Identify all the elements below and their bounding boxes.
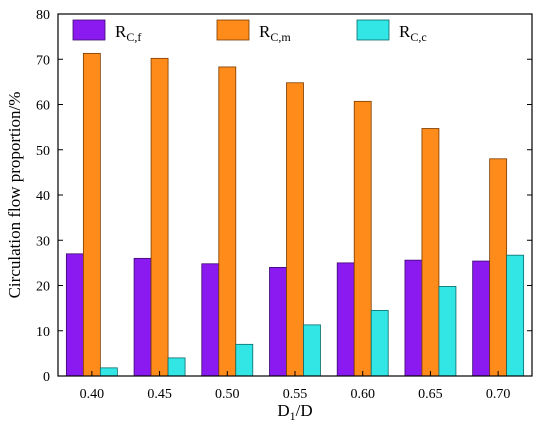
legend-label: RC,c <box>399 22 427 44</box>
x-tick-label: 0.70 <box>486 387 511 402</box>
legend-label-subscript: C,m <box>270 30 291 44</box>
x-tick-label: 0.40 <box>80 387 105 402</box>
x-axis-label-main: D <box>277 401 289 420</box>
x-tick-label: 0.50 <box>215 387 240 402</box>
bar-Cc-0.50 <box>235 343 254 377</box>
y-tick-label: 60 <box>36 99 50 114</box>
bar-Cm-0.55 <box>286 82 304 377</box>
x-axis-label: D1/D <box>277 401 312 423</box>
y-axis-label: Circulation flow proportion/% <box>5 92 24 299</box>
legend-label: RC,f <box>115 22 141 44</box>
bars-layer <box>65 52 525 377</box>
bar-Cm-0.70 <box>489 158 508 377</box>
x-axis-label-subscript: 1 <box>290 409 296 423</box>
y-tick-label: 10 <box>36 325 50 340</box>
y-tick-label: 80 <box>36 8 50 23</box>
bar-Cm-0.40 <box>82 52 101 377</box>
y-tick-label: 30 <box>36 234 50 249</box>
y-tick-label: 20 <box>36 280 50 295</box>
legend-label-subscript: C,c <box>410 30 426 44</box>
bar-Cf-0.40 <box>65 253 84 377</box>
bar-Cf-0.65 <box>404 259 423 377</box>
bar-Cf-0.45 <box>133 257 152 377</box>
x-tick-label: 0.65 <box>418 387 443 402</box>
x-tick-label: 0.60 <box>350 387 375 402</box>
legend-label-main: R <box>115 22 127 41</box>
y-tick-label: 40 <box>36 189 50 204</box>
legend-label-subscript: C,f <box>126 30 141 44</box>
legend-label: RC,m <box>259 22 291 44</box>
bar-Cm-0.45 <box>150 57 169 377</box>
bar-Cm-0.50 <box>218 66 237 377</box>
legend-swatch <box>216 19 250 41</box>
legend-label-main: R <box>259 22 271 41</box>
y-tick-label: 0 <box>43 370 50 385</box>
legend-swatch <box>72 19 106 41</box>
bar-Cf-0.55 <box>269 266 287 377</box>
y-axis: 0 10 20 30 40 50 60 70 80 <box>36 8 532 385</box>
bar-Cf-0.50 <box>201 263 220 377</box>
y-tick-label: 50 <box>36 144 50 159</box>
bar-Cm-0.60 <box>353 100 372 377</box>
bar-Cc-0.40 <box>99 367 118 377</box>
bar-Cc-0.60 <box>370 309 389 377</box>
legend-label-main: R <box>399 22 411 41</box>
legend-swatch <box>356 19 390 41</box>
x-axis-label-rest: /D <box>296 401 313 420</box>
bar-Cf-0.70 <box>472 260 491 377</box>
bar-Cc-0.55 <box>303 324 321 377</box>
bar-Cc-0.45 <box>167 357 186 377</box>
x-tick-label: 0.55 <box>283 387 308 402</box>
y-tick-label: 70 <box>36 53 50 68</box>
legend: RC,f RC,m RC,c <box>72 19 427 44</box>
bar-Cc-0.70 <box>506 254 525 377</box>
bar-Cf-0.60 <box>336 262 355 377</box>
bar-Cc-0.65 <box>438 286 457 377</box>
x-tick-label: 0.45 <box>147 387 172 402</box>
bar-Cm-0.65 <box>421 128 440 377</box>
x-axis: 0.40 0.45 0.50 0.55 0.60 0.65 0.70 <box>80 371 511 402</box>
